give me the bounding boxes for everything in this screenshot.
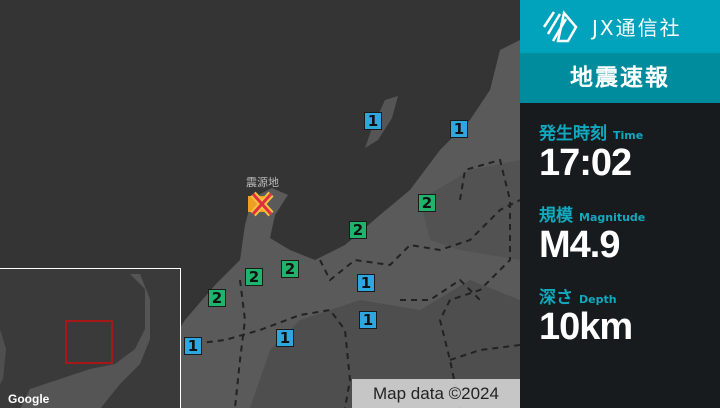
map[interactable]: 1 1 2 2 2 2 2 1 1 1 1 震源地 Google Map dat… [0, 0, 520, 408]
intensity-marker[interactable]: 1 [357, 274, 375, 292]
overview-minimap[interactable]: Google [0, 268, 181, 408]
intensity-marker[interactable]: 2 [418, 194, 436, 212]
minimap-land [0, 274, 150, 408]
intensity-marker[interactable]: 2 [349, 221, 367, 239]
depth-section: 深さ Depth 10km [520, 283, 720, 349]
brand-name: JX通信社 [592, 16, 682, 40]
intensity-marker[interactable]: 1 [276, 329, 294, 347]
info-panel: JX通信社 地震速報 発生時刻 Time 17:02 規模 Magnitude M4… [520, 0, 720, 408]
magnitude-sublabel: Magnitude [579, 211, 646, 224]
intensity-marker[interactable]: 2 [245, 268, 263, 286]
panel-title: 地震速報 [520, 53, 720, 103]
intensity-marker[interactable]: 1 [364, 112, 382, 130]
depth-value: 10km [539, 306, 633, 348]
intensity-marker[interactable]: 1 [359, 311, 377, 329]
time-label: 発生時刻 [539, 124, 607, 144]
magnitude-label: 規模 [539, 206, 573, 226]
depth-label: 深さ [539, 288, 573, 308]
time-sublabel: Time [613, 129, 644, 142]
intensity-marker[interactable]: 2 [208, 289, 226, 307]
intensity-marker[interactable]: 2 [281, 260, 299, 278]
google-logo: Google [8, 392, 50, 406]
intensity-marker[interactable]: 1 [450, 120, 468, 138]
epicenter-x-icon[interactable] [247, 191, 277, 217]
map-land [140, 40, 520, 408]
time-section: 発生時刻 Time 17:02 [520, 119, 720, 185]
time-value: 17:02 [539, 142, 632, 184]
magnitude-section: 規模 Magnitude M4.9 [520, 201, 720, 267]
map-attribution[interactable]: Map data ©2024 [352, 379, 520, 408]
minimap-viewport [65, 320, 113, 364]
magnitude-value: M4.9 [539, 224, 620, 266]
epicenter-label: 震源地 [246, 176, 279, 189]
intensity-marker[interactable]: 1 [184, 337, 202, 355]
depth-sublabel: Depth [579, 293, 617, 306]
brand-header: JX通信社 [520, 0, 720, 53]
jx-logo-icon [542, 9, 578, 42]
